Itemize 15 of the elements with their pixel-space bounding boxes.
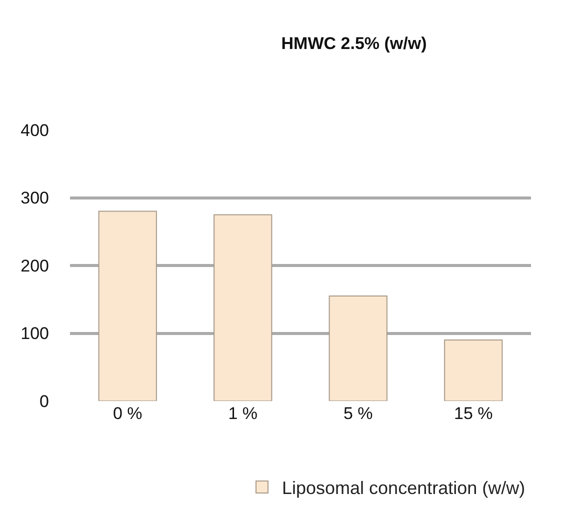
y-tick-label: 200 bbox=[20, 256, 49, 276]
bar bbox=[214, 214, 272, 401]
y-tick-label: 0 bbox=[40, 392, 49, 411]
y-tick-label: 300 bbox=[20, 188, 49, 208]
x-tick-label: 0 % bbox=[112, 404, 142, 423]
bar bbox=[98, 210, 157, 401]
bar bbox=[444, 340, 503, 401]
x-tick-label: 15 % bbox=[454, 404, 493, 423]
y-tick-label: 100 bbox=[20, 324, 49, 344]
x-tick-label: 5 % bbox=[343, 404, 373, 423]
x-tick-label: 1 % bbox=[228, 404, 258, 423]
chart-title: HMWC 2.5% (w/w) bbox=[281, 34, 427, 54]
y-tick-label: 400 bbox=[20, 120, 49, 140]
bar bbox=[328, 295, 388, 401]
legend-label: Liposomal concentration (w/w) bbox=[282, 478, 526, 498]
